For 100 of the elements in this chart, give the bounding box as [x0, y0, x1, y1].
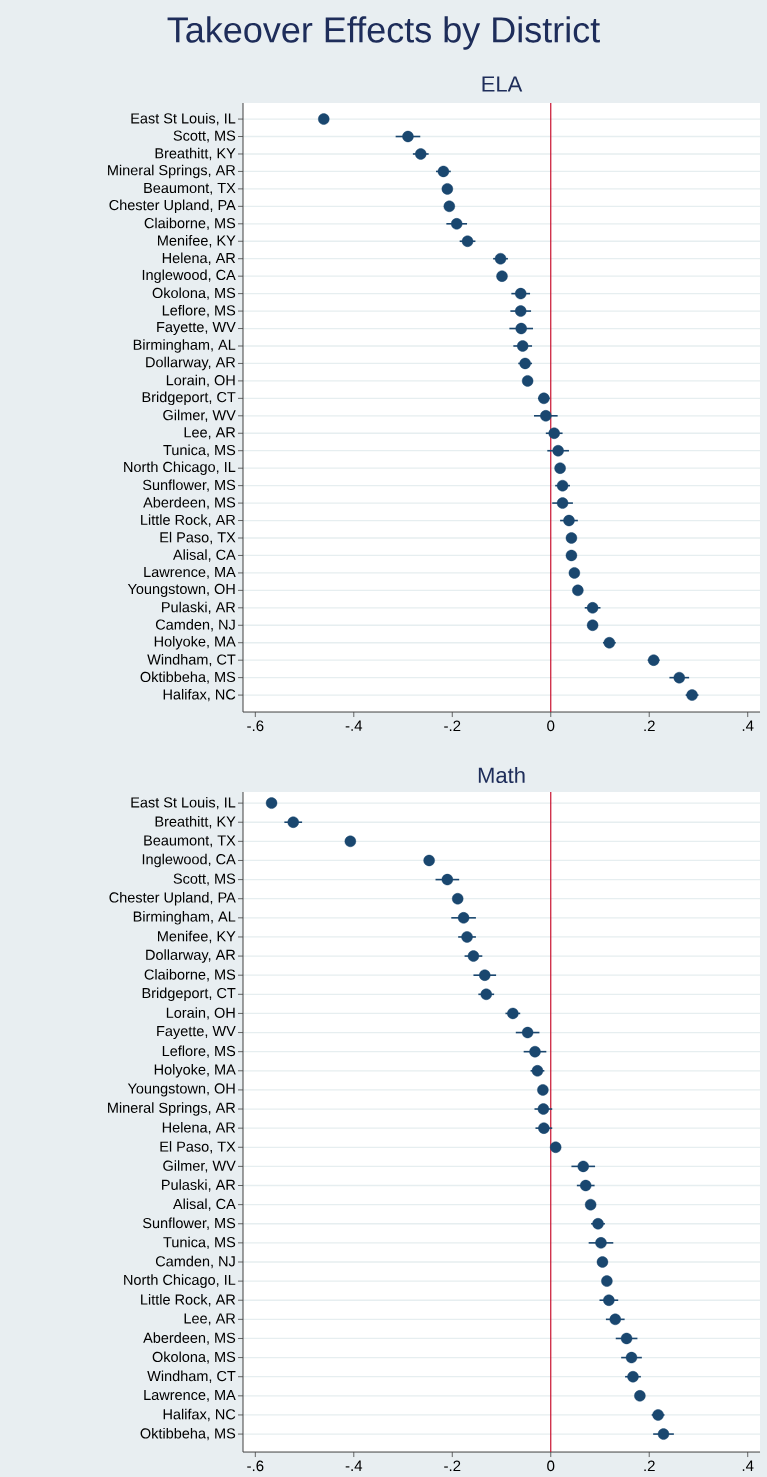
- y-tick-label: East St Louis, IL: [131, 796, 236, 810]
- point: [568, 567, 581, 579]
- point: [467, 950, 480, 962]
- y-tick-label: Bridgeport, CT: [142, 391, 236, 406]
- y-tick-label: Leflore, MS: [162, 1045, 236, 1058]
- y-tick-label: Chester Upland, PA: [109, 199, 236, 214]
- y-tick-label: Menifee, KY: [158, 930, 236, 944]
- y-tick-label: Fayette, WV: [157, 1026, 236, 1040]
- point: [531, 1065, 544, 1077]
- point: [556, 479, 569, 492]
- x-tick-label: .2: [644, 720, 655, 732]
- x-tick-label: -.4: [345, 720, 363, 731]
- x-tick-label: -.6: [247, 1460, 264, 1472]
- y-tick-label: Little Rock, AR: [141, 514, 236, 527]
- y-tick-label: Youngstown, OH: [127, 583, 235, 597]
- point: [443, 200, 456, 213]
- y-tick-label: Gilmer, WV: [163, 1160, 236, 1173]
- y-tick-label: Claiborne, MS: [144, 969, 236, 982]
- x-tick-label: 0: [547, 720, 555, 732]
- point: [595, 1237, 607, 1249]
- point: [451, 893, 464, 905]
- y-tick-label: Inglewood, CA: [142, 269, 236, 283]
- y-tick-label: Breathitt, KY: [155, 816, 236, 829]
- y-tick-label: Holyoke, MA: [154, 635, 236, 650]
- y-tick-label: Alisal, CA: [172, 549, 236, 562]
- x-tick-label: -.6: [247, 720, 264, 732]
- y-tick-label: Youngstown, OH: [127, 1083, 235, 1097]
- point: [601, 1275, 613, 1287]
- point: [563, 514, 575, 527]
- y-tick-label: Holyoke, MA: [154, 1064, 236, 1078]
- point: [584, 1198, 597, 1211]
- y-tick-label: Halifax, NC: [163, 1408, 236, 1422]
- point: [479, 969, 491, 981]
- y-tick-label: Okolona, MS: [152, 1351, 236, 1364]
- y-tick-label: Pulaski, AR: [162, 601, 236, 614]
- point: [521, 1026, 534, 1039]
- y-tick-label: Helena, AR: [162, 252, 236, 265]
- point: [457, 912, 470, 924]
- y-tick-label: Aberdeen, MS: [143, 1332, 236, 1345]
- chart-subtitle: ELA: [482, 76, 523, 92]
- x-tick-label: -.2: [444, 1460, 461, 1472]
- point: [344, 835, 357, 848]
- point: [556, 497, 569, 509]
- y-tick-label: Pulaski, AR: [162, 1179, 236, 1192]
- point: [537, 1103, 550, 1115]
- point: [318, 113, 330, 125]
- y-tick-label: Sunflower, MS: [142, 1217, 236, 1230]
- point: [516, 340, 529, 352]
- point: [627, 1371, 639, 1383]
- x-tick-label: 0: [547, 1460, 555, 1472]
- point: [554, 462, 566, 474]
- point: [538, 1122, 550, 1134]
- y-tick-label: Halifax, NC: [163, 688, 236, 702]
- point: [592, 1218, 604, 1230]
- point: [540, 410, 552, 422]
- y-tick-label: North Chicago, IL: [124, 1274, 236, 1288]
- x-tick-label: .4: [742, 1460, 754, 1471]
- y-tick-label: Camden, NJ: [155, 1255, 235, 1269]
- point: [634, 1390, 646, 1402]
- point: [572, 584, 584, 597]
- x-tick-label: .2: [644, 1460, 655, 1472]
- y-tick-label: Helena, AR: [162, 1121, 236, 1135]
- y-tick-label: Lee, AR: [184, 427, 236, 440]
- y-tick-label: Scott, MS: [173, 130, 236, 143]
- y-tick-label: Leflore, MS: [162, 304, 236, 318]
- point: [287, 816, 299, 828]
- point: [586, 602, 599, 614]
- point: [620, 1332, 633, 1345]
- y-tick-label: Dollarway, AR: [146, 356, 236, 371]
- y-tick-label: Lawrence, MA: [144, 567, 236, 579]
- point: [603, 637, 616, 649]
- point: [586, 619, 599, 631]
- point: [596, 1256, 609, 1268]
- point: [549, 1141, 562, 1153]
- point: [673, 671, 685, 684]
- point: [461, 235, 474, 247]
- y-tick-label: Tunica, MS: [163, 1236, 236, 1250]
- y-tick-label: Oktibbeha, MS: [140, 671, 236, 684]
- y-tick-label: Lee, AR: [184, 1313, 236, 1326]
- y-tick-label: Gilmer, WV: [163, 409, 236, 422]
- x-tick-label: .4: [742, 720, 754, 731]
- y-tick-label: Lawrence, MA: [144, 1389, 236, 1402]
- y-tick-label: Mineral Springs, AR: [108, 164, 236, 179]
- point: [537, 1084, 549, 1096]
- y-tick-label: Beaumont, TX: [144, 835, 236, 848]
- point: [625, 1351, 638, 1364]
- y-tick-label: Lorain, OH: [166, 1007, 235, 1020]
- point: [529, 1045, 541, 1058]
- x-tick-label: -.2: [444, 720, 461, 732]
- point: [507, 1007, 519, 1020]
- point: [480, 988, 492, 1001]
- point: [603, 1294, 615, 1306]
- x-tick-label: -.4: [345, 1460, 363, 1471]
- y-tick-label: Inglewood, CA: [142, 853, 236, 868]
- point: [657, 1428, 670, 1440]
- y-tick-label: Mineral Springs, AR: [108, 1102, 236, 1116]
- point: [461, 931, 473, 943]
- point: [265, 797, 278, 809]
- y-tick-label: Tunica, MS: [163, 444, 236, 457]
- y-tick-label: Little Rock, AR: [141, 1294, 236, 1307]
